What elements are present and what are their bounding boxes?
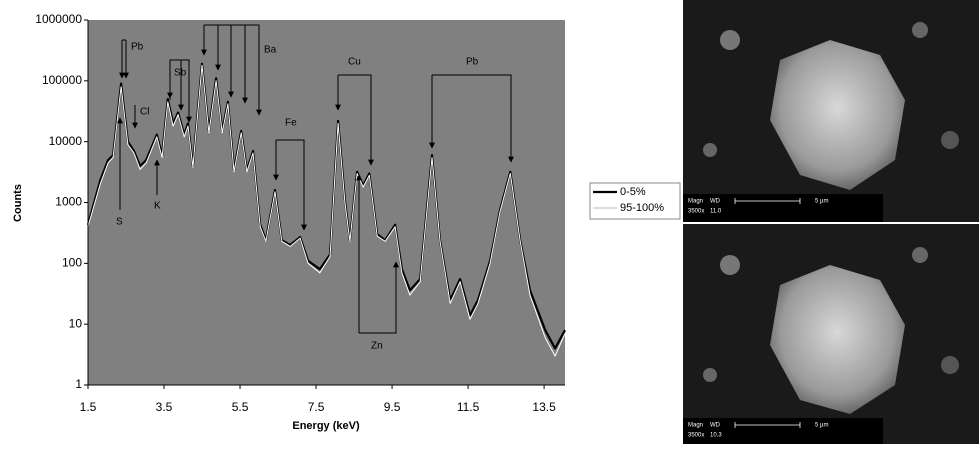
y-tick-label: 100000 xyxy=(42,73,82,87)
x-tick-label: 3.5 xyxy=(156,400,173,414)
y-tick-label: 10000 xyxy=(49,134,83,148)
sem-image: Magn WD 3500x 10.3 5 µm xyxy=(683,224,979,444)
y-tick-label: 1000 xyxy=(55,195,82,209)
particle xyxy=(770,265,905,414)
annotation: Ba xyxy=(264,45,277,56)
sem-scale: 5 µm xyxy=(815,423,828,429)
annotation: Cl xyxy=(140,107,149,118)
sem-label: Magn xyxy=(688,423,703,429)
annotation: Pb xyxy=(131,42,144,53)
x-tick-label: 13.5 xyxy=(532,400,556,414)
annotation: S xyxy=(116,217,123,228)
annotation: K xyxy=(154,201,161,212)
y-tick-label: 100 xyxy=(62,256,82,270)
sem-label: 3500x xyxy=(688,433,704,439)
annotation: Zn xyxy=(371,341,383,352)
plot-area xyxy=(88,20,565,385)
y-tick-label: 1000000 xyxy=(35,12,82,26)
annotation: Fe xyxy=(285,118,297,129)
y-axis-label: Counts xyxy=(12,184,24,222)
legend-box xyxy=(589,182,681,220)
sem-scale: 5 µm xyxy=(815,199,828,205)
sem-label: WD xyxy=(710,199,721,205)
annotations: Pb Cl Sb Ba S K Fe Cu Zn Pb xyxy=(116,24,514,352)
legend-label: 0-5% xyxy=(620,186,646,198)
x-tick-label: 1.5 xyxy=(80,400,97,414)
x-tick-label: 9.5 xyxy=(384,400,401,414)
sem-image: Magn WD 3500x 11.0 5 µm xyxy=(683,0,979,222)
annotation-arrows xyxy=(117,24,514,334)
x-axis-label: Energy (keV) xyxy=(292,420,360,432)
sem-info-bar xyxy=(683,418,883,444)
sem-label: Magn xyxy=(688,199,703,205)
x-tick-label: 5.5 xyxy=(232,400,249,414)
sem-label: WD xyxy=(710,423,721,429)
annotation: Sb xyxy=(174,68,187,79)
x-tick-label: 7.5 xyxy=(308,400,325,414)
y-tick-label: 10 xyxy=(69,316,83,330)
particle xyxy=(770,40,905,190)
sem-info-bar xyxy=(683,194,883,222)
y-tick-label: 1 xyxy=(75,377,82,391)
sem-label: 10.3 xyxy=(710,433,722,439)
x-tick-label: 11.5 xyxy=(457,400,480,414)
legend: 0-5% 95-100% xyxy=(589,182,681,220)
series-line xyxy=(87,64,566,357)
legend-label: 95-100% xyxy=(620,202,664,214)
sem-label: 3500x xyxy=(688,209,704,215)
annotation: Cu xyxy=(348,57,361,68)
annotation: Pb xyxy=(466,57,479,68)
sem-label: 11.0 xyxy=(710,209,722,215)
